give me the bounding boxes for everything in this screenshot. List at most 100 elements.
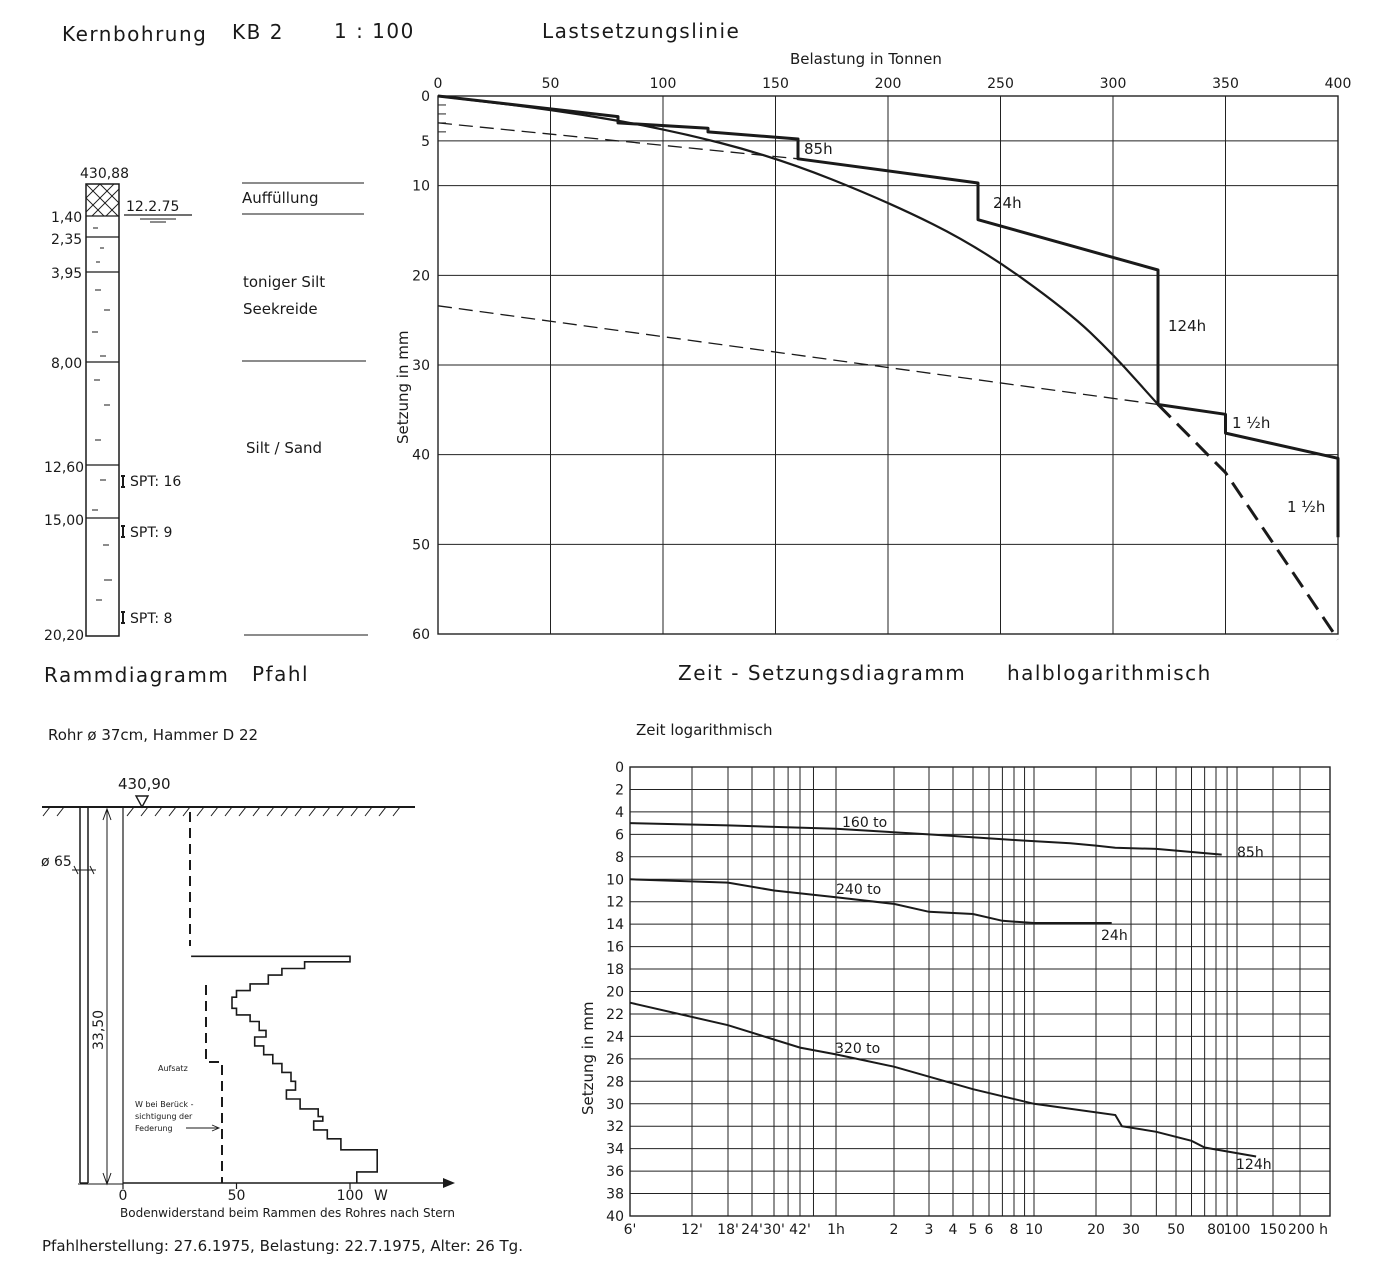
ls-x-axis-label: Belastung in Tonnen xyxy=(790,50,942,68)
ls-x-tick: 300 xyxy=(1100,76,1127,92)
ts-y-tick: 14 xyxy=(606,917,624,933)
ls-x-tick: 0 xyxy=(434,76,443,92)
ls-label-124h: 124h xyxy=(1168,317,1206,335)
ts-end-label-24h: 24h xyxy=(1101,928,1128,944)
pile-diameter: ø 65 xyxy=(41,854,72,870)
ts-y-tick: 0 xyxy=(615,760,624,776)
ls-y-tick: 0 xyxy=(421,89,430,105)
borehole-log: Kernbohrung KB 2 1 : 100 430,88 xyxy=(44,19,415,644)
driving-elevation: 430,90 xyxy=(118,775,171,793)
depth-label: 3,95 xyxy=(51,266,82,282)
ls-y-axis-label: Setzung in mm xyxy=(394,331,412,444)
ts-x-tick: 100 xyxy=(1224,1222,1251,1238)
ls-label-1-5h-b: 1 ½h xyxy=(1287,498,1325,516)
ls-x-tick: 350 xyxy=(1212,76,1239,92)
ts-series-label-160: 160 to xyxy=(842,815,887,831)
spt-label: SPT: 8 xyxy=(130,611,172,627)
driving-x-tick: 0 xyxy=(119,1188,128,1204)
borehole-top-elevation: 430,88 xyxy=(80,166,129,182)
ts-y-tick: 8 xyxy=(615,850,624,866)
note-aufsatz: Aufsatz xyxy=(158,1064,188,1073)
ts-x-tick: 8 xyxy=(1010,1222,1019,1238)
ts-x-tick: 2 xyxy=(890,1222,899,1238)
borehole-scale: 1 : 100 xyxy=(334,19,415,43)
depth-label: 8,00 xyxy=(51,356,82,372)
driving-pipe-info: Rohr ø 37cm, Hammer D 22 xyxy=(48,726,258,744)
ls-y-tick: 40 xyxy=(412,448,430,464)
ls-extrapolation xyxy=(1158,405,1338,640)
soil-symbols xyxy=(92,228,112,600)
ground-hatch xyxy=(43,807,400,816)
ts-x-tick: 50 xyxy=(1167,1222,1185,1238)
driving-x-tick: 50 xyxy=(228,1188,246,1204)
note-w-line1: W bei Berück - xyxy=(135,1100,194,1109)
spt-markers: SPT: 16 SPT: 9 SPT: 8 xyxy=(121,474,181,627)
ts-y-tick: 4 xyxy=(615,805,624,821)
stratum-label: Seekreide xyxy=(243,300,318,318)
ts-y-tick: 36 xyxy=(606,1164,624,1180)
ts-series-label-240: 240 to xyxy=(836,882,881,898)
driving-title: Rammdiagramm xyxy=(44,663,229,687)
stratum-label: toniger Silt xyxy=(243,273,325,291)
ts-x-tick: 30' xyxy=(763,1222,785,1238)
ts-x-axis-label: Zeit logarithmisch xyxy=(636,721,772,739)
elevation-triangle-icon xyxy=(136,796,148,807)
ts-y-tick: 20 xyxy=(606,985,624,1001)
water-table-marker: 12.2.75 xyxy=(124,199,192,222)
ts-end-label-85h: 85h xyxy=(1237,845,1264,861)
ts-series xyxy=(630,823,1256,1156)
ts-y-tick: 34 xyxy=(606,1142,624,1158)
ts-series-label-320: 320 to xyxy=(835,1041,880,1057)
ls-y-tick: 20 xyxy=(412,268,430,284)
ls-y-ticks: 0 5 10 20 30 40 50 60 xyxy=(412,89,430,643)
ts-series-line-320-to xyxy=(630,1003,1256,1157)
depth-labels: 1,40 2,35 3,95 8,00 12,60 15,00 20,20 xyxy=(44,210,84,644)
depth-label: 1,40 xyxy=(51,210,82,226)
ts-series-line-160-to xyxy=(630,823,1222,855)
spt-label: SPT: 16 xyxy=(130,474,181,490)
ls-y-tick: 50 xyxy=(412,537,430,553)
driving-footer: Pfahlherstellung: 27.6.1975, Belastung: … xyxy=(42,1237,523,1255)
pile-length: 33,50 xyxy=(91,1010,107,1050)
depth-label: 2,35 xyxy=(51,232,82,248)
driving-x-unit: W xyxy=(374,1188,388,1204)
ls-title: Lastsetzungslinie xyxy=(542,19,740,43)
driving-diagram: Rammdiagramm Pfahl Rohr ø 37cm, Hammer D… xyxy=(41,662,523,1255)
ls-x-tick: 250 xyxy=(987,76,1014,92)
ts-x-tick: 6 xyxy=(985,1222,994,1238)
driving-resistance-line xyxy=(191,956,377,1183)
ts-x-tick: 6' xyxy=(624,1222,637,1238)
driving-x-tick: 100 xyxy=(337,1188,364,1204)
ts-x-tick: 4 xyxy=(949,1222,958,1238)
water-date: 12.2.75 xyxy=(126,199,179,215)
stratum-label: Auffüllung xyxy=(242,189,318,207)
ts-y-axis-label: Setzung in mm xyxy=(579,1002,597,1115)
ts-subtitle: halblogarithmisch xyxy=(1007,661,1212,685)
ts-x-tick: 150 xyxy=(1260,1222,1287,1238)
ts-x-tick: 20 xyxy=(1087,1222,1105,1238)
ts-y-tick: 38 xyxy=(606,1187,624,1203)
depth-label: 20,20 xyxy=(44,628,84,644)
depth-label: 15,00 xyxy=(44,513,84,529)
strata-description xyxy=(242,183,368,635)
borehole-id: KB 2 xyxy=(232,20,284,44)
ls-tangent-lower xyxy=(438,306,1158,405)
ts-x-tick: 5 xyxy=(969,1222,978,1238)
ls-label-1-5h-a: 1 ½h xyxy=(1232,414,1270,432)
ts-grid xyxy=(630,767,1330,1216)
ts-y-tick: 40 xyxy=(606,1209,624,1225)
ts-y-tick: 12 xyxy=(606,895,624,911)
ls-label-24h: 24h xyxy=(993,194,1022,212)
stratum-label: Silt / Sand xyxy=(246,439,322,457)
ls-label-85h: 85h xyxy=(804,140,833,158)
ts-x-tick: 1h xyxy=(827,1222,845,1238)
stratum-boundaries xyxy=(86,216,119,518)
ts-x-tick: 42' xyxy=(789,1222,811,1238)
ls-x-tick: 50 xyxy=(542,76,560,92)
ts-x-tick: 18' xyxy=(717,1222,739,1238)
ts-y-tick: 6 xyxy=(615,827,624,843)
ls-x-tick: 200 xyxy=(875,76,902,92)
ts-y-tick: 28 xyxy=(606,1074,624,1090)
driving-x-ticks: 0 50 100 xyxy=(119,1183,364,1204)
ls-grid xyxy=(438,96,1338,634)
